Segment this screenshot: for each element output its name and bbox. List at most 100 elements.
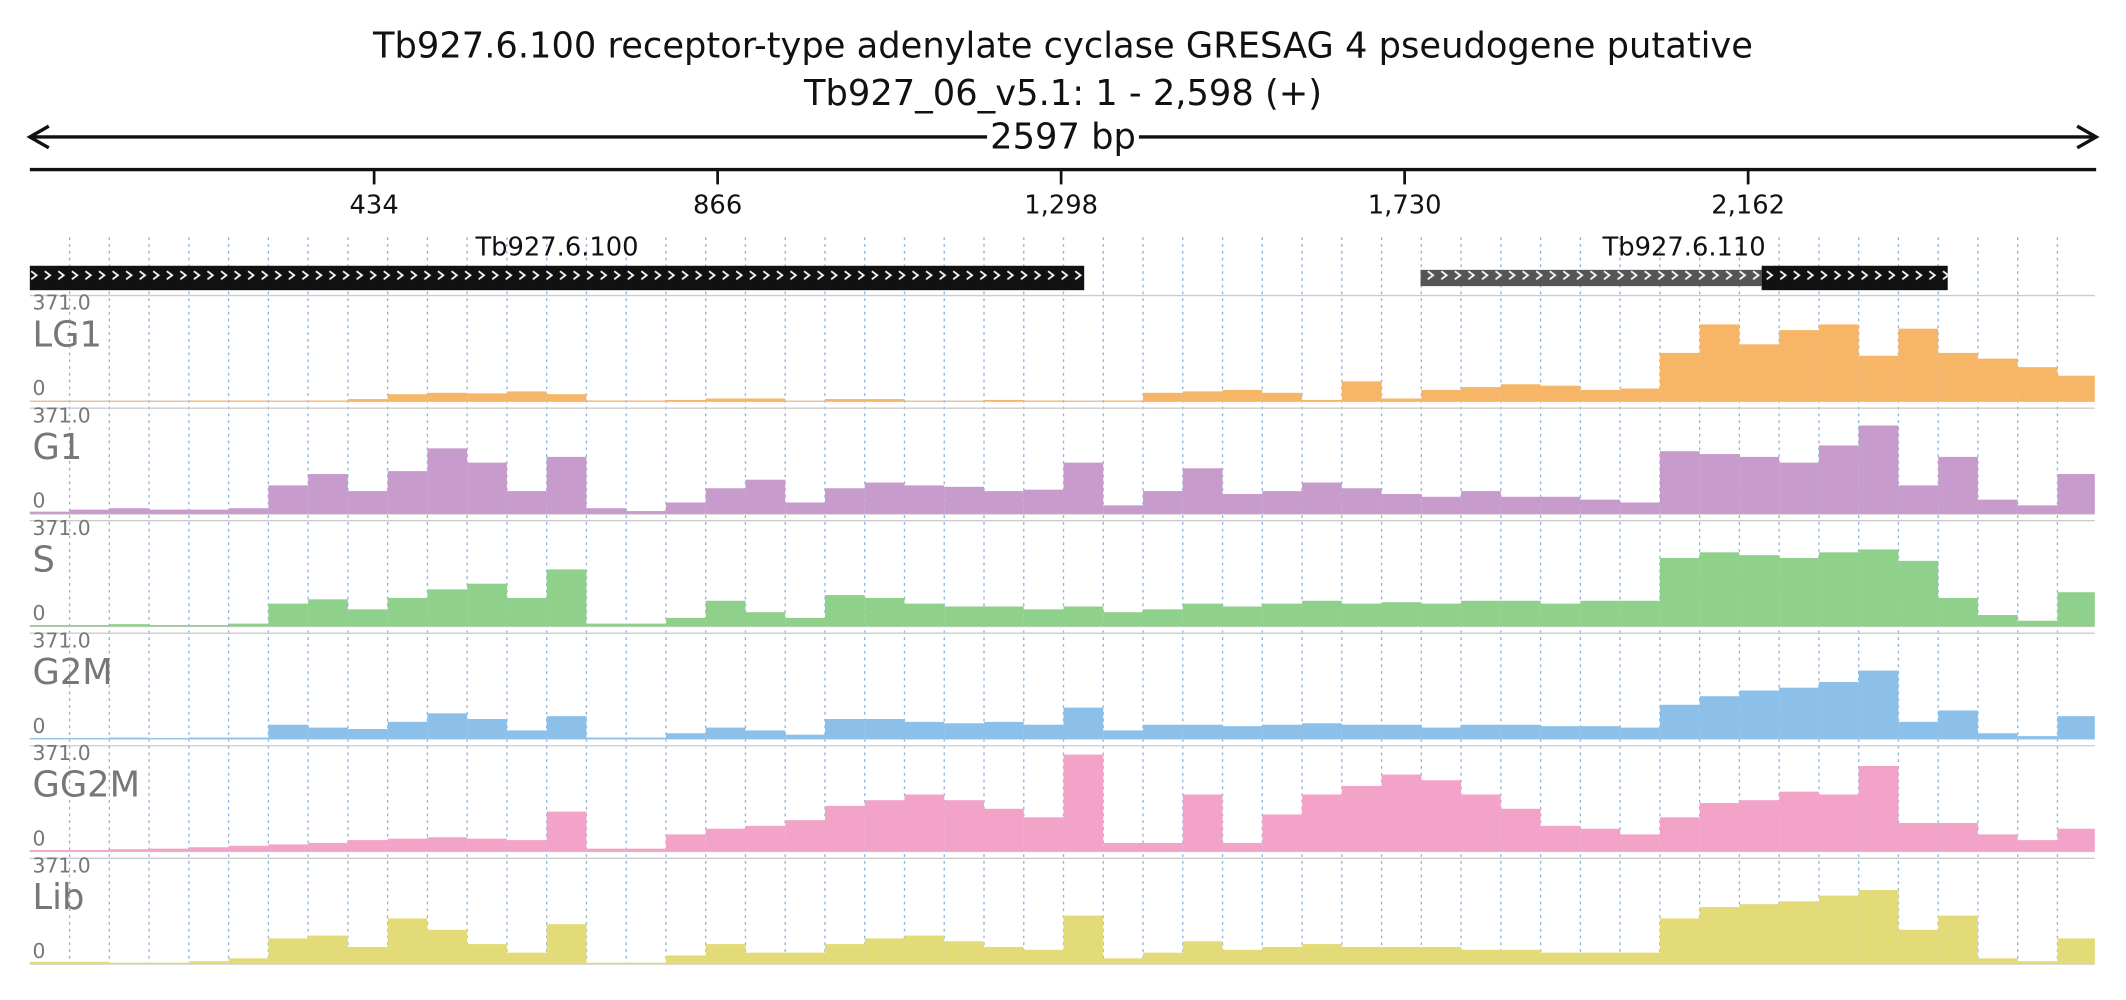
- coverage-bar: [1858, 355, 1899, 402]
- coverage-bar: [745, 730, 786, 739]
- coverage-bar: [785, 400, 825, 402]
- coverage-bar: [1063, 754, 1104, 852]
- coverage-bar: [188, 400, 229, 402]
- coverage-bar: [1977, 499, 2018, 514]
- coverage-bar: [1500, 949, 1541, 965]
- coverage-bar: [586, 508, 627, 514]
- coverage-bar: [387, 471, 428, 514]
- coverage-bar: [1103, 505, 1144, 514]
- coverage-bar: [665, 617, 706, 627]
- subtitle: Tb927_06_v5.1: 1 - 2,598 (+): [803, 73, 1322, 114]
- coverage-bar: [984, 491, 1024, 514]
- coverage-bar: [705, 828, 746, 852]
- coverage-bar: [1659, 558, 1700, 627]
- coverage-bar: [427, 713, 468, 739]
- coverage-bar: [1302, 944, 1342, 965]
- coverage-bar: [1540, 603, 1581, 627]
- coverage-bar: [984, 399, 1024, 402]
- coverage-bar: [1540, 726, 1581, 739]
- coverage-bar: [824, 944, 865, 965]
- coverage-bar: [1381, 398, 1422, 402]
- coverage-bar: [228, 958, 269, 965]
- coverage-bar: [467, 393, 507, 402]
- coverage-bar: [984, 606, 1024, 627]
- coverage-bar: [864, 597, 905, 627]
- coverage-bar: [665, 955, 706, 965]
- coverage-bar: [1977, 733, 2018, 739]
- coverage-bar: [427, 589, 468, 627]
- coverage-bar: [228, 845, 269, 852]
- coverage-bar: [1421, 389, 1462, 402]
- coverage-bar: [2057, 473, 2095, 514]
- coverage-bar: [1103, 842, 1144, 852]
- coverage-bar: [109, 400, 150, 402]
- gene-arrows: [29, 268, 1085, 288]
- coverage-bar: [864, 719, 905, 739]
- coverage-bar: [1023, 817, 1064, 852]
- coverage-bar: [1421, 780, 1462, 852]
- coverage-bar: [1620, 502, 1660, 514]
- coverage-bar: [1898, 929, 1939, 965]
- coverage-bar: [626, 400, 666, 402]
- coverage-bar: [268, 485, 309, 514]
- gene-label: Tb927.6.110: [1602, 233, 1766, 263]
- coverage-bar: [1023, 949, 1064, 965]
- coverage-bar: [1938, 456, 1978, 514]
- y-tick-label: 0: [33, 714, 46, 738]
- coverage-bar: [1063, 915, 1104, 965]
- coverage-bar: [745, 825, 786, 852]
- coverage-bar: [1381, 946, 1422, 965]
- coverage-bar: [109, 737, 150, 739]
- coverage-bar: [586, 848, 627, 852]
- coverage-bar: [1341, 724, 1382, 739]
- y-tick-label: 371.0: [33, 853, 91, 877]
- coverage-bar: [1977, 615, 2018, 627]
- coverage-bar: [1063, 707, 1104, 739]
- coverage-bar: [1858, 765, 1899, 852]
- coverage-bar: [1063, 400, 1104, 402]
- coverage-bar: [1659, 352, 1700, 402]
- coverage-bar: [944, 941, 985, 965]
- coverage-bar: [149, 848, 189, 852]
- coverage-bar: [1699, 696, 1740, 739]
- coverage-bar: [1580, 600, 1621, 627]
- coverage-bar: [308, 935, 348, 965]
- coverage-bar: [188, 737, 229, 739]
- coverage-bar: [308, 400, 348, 402]
- coverage-bar: [387, 597, 428, 627]
- coverage-bar: [1222, 606, 1263, 627]
- coverage-bar: [347, 728, 388, 739]
- coverage-bar: [1302, 600, 1342, 627]
- x-tick-label: 2,162: [1711, 191, 1785, 221]
- coverage-bar: [308, 842, 348, 852]
- coverage-bar: [29, 511, 70, 514]
- coverage-bar: [745, 952, 786, 965]
- coverage-bar: [467, 719, 507, 739]
- coverage-bar: [268, 400, 309, 402]
- coverage-bar: [824, 595, 865, 627]
- coverage-bar: [1262, 946, 1303, 965]
- track: 0 371.0S: [29, 516, 2095, 628]
- coverage-bar: [1739, 690, 1780, 739]
- coverage-bar: [1262, 491, 1303, 514]
- coverage-bar: [864, 800, 905, 852]
- coverage-bar: [149, 400, 189, 402]
- coverage-bar: [506, 840, 547, 852]
- coverage-bar: [984, 808, 1024, 852]
- x-tick-label: 866: [693, 191, 742, 221]
- coverage-bar: [69, 509, 110, 514]
- coverage-bar: [1381, 493, 1422, 514]
- coverage-bar: [546, 456, 587, 514]
- coverage-bar: [1341, 785, 1382, 852]
- coverage-bar: [1143, 392, 1183, 402]
- coverage-bar: [745, 398, 786, 402]
- y-tick-label: 371.0: [33, 291, 91, 315]
- coverage-bar: [1341, 381, 1382, 402]
- coverage-bar: [1580, 726, 1621, 739]
- track-name: LG1: [33, 314, 102, 355]
- coverage-bar: [1023, 400, 1064, 402]
- coverage-bar: [904, 935, 945, 965]
